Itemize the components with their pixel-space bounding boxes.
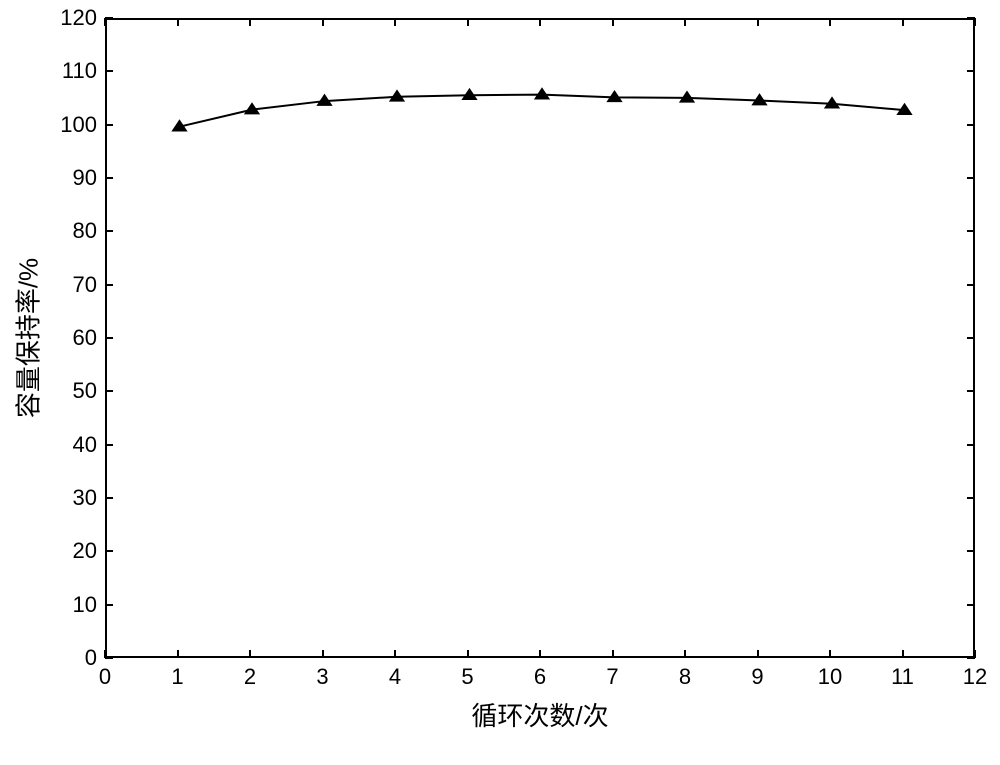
y-tick-right [967,497,975,499]
x-tick [467,650,469,658]
data-marker [535,88,549,99]
x-tick [902,650,904,658]
y-tick-label: 80 [55,218,97,244]
y-tick [105,390,113,392]
y-tick-label: 40 [55,432,97,458]
y-tick-right [967,337,975,339]
plot-area [105,18,975,658]
y-tick-right [967,17,975,19]
y-tick [105,604,113,606]
x-tick-label: 12 [963,664,987,690]
x-tick-label: 4 [389,664,401,690]
y-tick-label: 50 [55,378,97,404]
y-tick-label: 0 [55,645,97,671]
y-tick-label: 70 [55,272,97,298]
y-tick [105,177,113,179]
y-tick-right [967,177,975,179]
x-tick-label: 7 [606,664,618,690]
x-tick-label: 0 [99,664,111,690]
y-tick-label: 10 [55,592,97,618]
chart-container: 0123456789101112010203040506070809010011… [0,0,1000,765]
y-tick-label: 100 [55,112,97,138]
x-tick-label: 11 [891,664,914,690]
y-tick-label: 120 [55,5,97,31]
data-layer [107,20,977,660]
x-tick-top [974,18,976,26]
y-tick [105,497,113,499]
x-tick-top [177,18,179,26]
y-tick-right [967,657,975,659]
x-tick-top [322,18,324,26]
x-tick [394,650,396,658]
x-tick-label: 3 [316,664,328,690]
x-tick-top [757,18,759,26]
x-tick [177,650,179,658]
y-tick-right [967,550,975,552]
x-tick-label: 5 [461,664,473,690]
x-tick [684,650,686,658]
y-tick-right [967,604,975,606]
y-tick-right [967,284,975,286]
x-tick-top [467,18,469,26]
y-tick-right [967,230,975,232]
y-tick-label: 20 [55,538,97,564]
x-tick-top [539,18,541,26]
y-tick [105,70,113,72]
y-tick [105,444,113,446]
y-tick [105,657,113,659]
y-tick-right [967,390,975,392]
x-tick-top [249,18,251,26]
x-tick [249,650,251,658]
x-tick-label: 9 [751,664,763,690]
x-tick-top [104,18,106,26]
data-marker [680,91,694,102]
y-tick [105,337,113,339]
x-tick-label: 6 [534,664,546,690]
y-tick [105,284,113,286]
x-tick-label: 8 [679,664,691,690]
y-tick [105,124,113,126]
x-tick-top [394,18,396,26]
y-axis-label: 容量保持率/% [9,258,46,418]
y-tick-right [967,70,975,72]
x-tick-top [612,18,614,26]
x-tick [757,650,759,658]
x-tick-label: 10 [818,664,842,690]
x-tick [539,650,541,658]
x-tick-top [829,18,831,26]
y-tick [105,17,113,19]
y-tick-label: 30 [55,485,97,511]
x-tick [612,650,614,658]
y-tick-label: 90 [55,165,97,191]
x-tick-label: 2 [244,664,256,690]
y-tick-right [967,444,975,446]
y-tick-right [967,124,975,126]
x-tick-top [902,18,904,26]
x-tick-top [684,18,686,26]
x-tick-label: 1 [171,664,183,690]
x-tick [322,650,324,658]
x-axis-label: 循环次数/次 [471,696,608,733]
x-tick [829,650,831,658]
y-tick [105,550,113,552]
y-tick [105,230,113,232]
y-tick-label: 60 [55,325,97,351]
data-marker [462,89,476,100]
y-tick-label: 110 [55,58,97,84]
